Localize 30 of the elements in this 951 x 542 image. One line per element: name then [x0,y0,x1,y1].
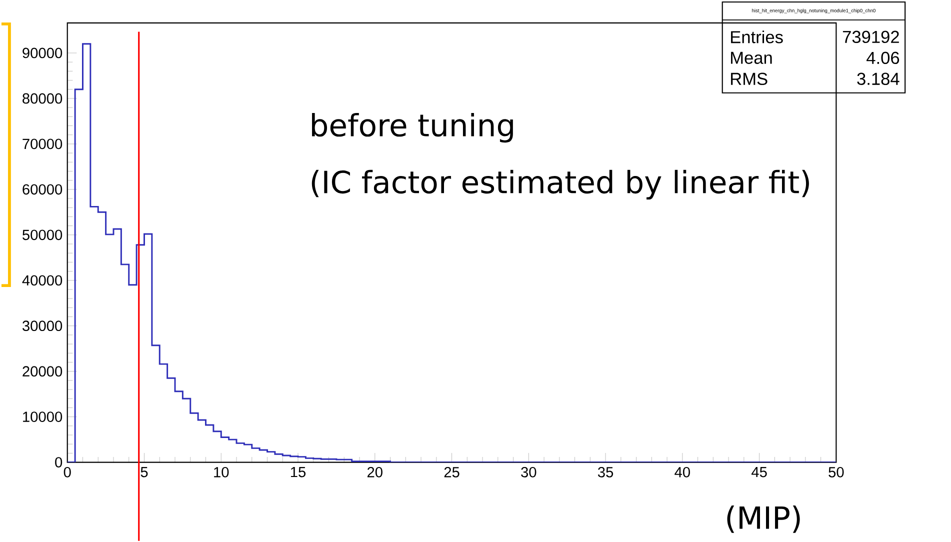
x-tick-label: 45 [751,467,767,478]
annotation: before tuning [312,113,513,143]
y-tick-label: 40000 [22,275,62,286]
annotation: Mean [731,52,772,64]
x-tick-label: 25 [444,467,460,478]
x-tick-label: 40 [674,467,690,478]
annotation: RMS [731,72,768,86]
text: 739192 [842,30,899,44]
annotation: Entries [731,30,783,44]
x-tick-label: 50 [828,467,844,478]
x-tick-label: 0 [64,467,71,478]
y-tick-label: 90000 [22,48,62,58]
x-tick-label: 15 [290,467,306,478]
x-tick-label: 5 [140,467,148,478]
y-tick-label: 50000 [22,230,62,240]
y-tick-label: 20000 [22,366,62,377]
y-tick-label: 10000 [23,412,62,422]
text: 4.06 [866,52,900,64]
y-tick-label: 30000 [22,320,62,332]
x-tick-label: 20 [367,467,382,478]
y-tick-label: 80000 [22,93,62,104]
x-axis-title: (MIP) [727,506,800,534]
x-tick-label: 10 [214,467,229,478]
text: 3.184 [857,72,900,86]
x-tick-label: 35 [598,467,614,478]
annotation: (IC factor estimated by linear fit) [312,170,809,200]
y-tick-label: 0 [55,457,62,468]
y-tick-label: 70000 [22,138,62,150]
y-tick-label: 60000 [22,184,62,195]
x-tick-label: 30 [521,467,536,478]
